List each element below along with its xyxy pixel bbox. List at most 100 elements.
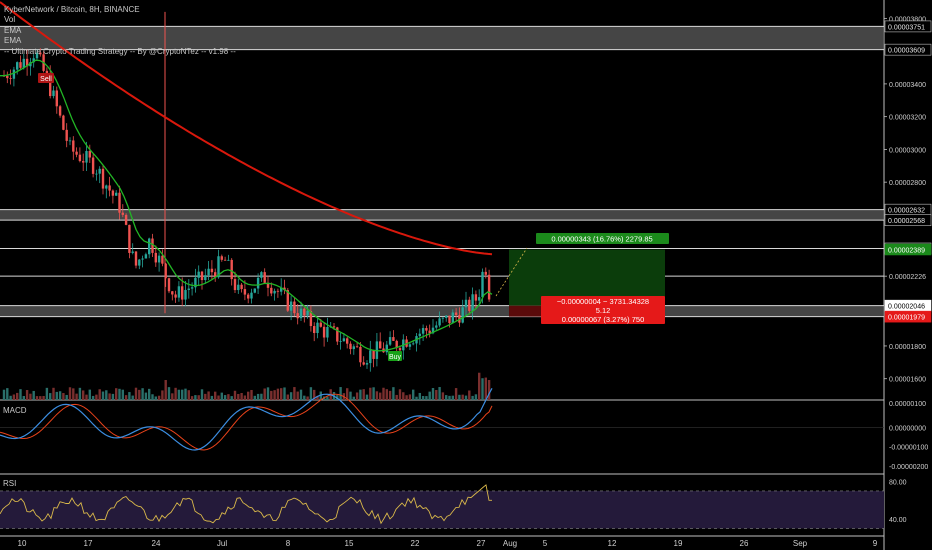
macd-pane-label: MACD [3, 406, 27, 415]
volume-bar [339, 387, 342, 400]
candle-body [184, 289, 187, 300]
candle-body [398, 348, 402, 351]
price-label-box [884, 243, 932, 256]
volume-bar [412, 389, 415, 400]
price-label-box [884, 43, 932, 56]
candle-body [425, 328, 428, 331]
sell-signal-badge [38, 73, 54, 83]
candle-body [441, 317, 445, 319]
price-tick-label: 0.00003200 [889, 115, 926, 122]
volume-bar [124, 395, 128, 400]
price-tick-label: 0.00001600 [889, 377, 926, 384]
candle-body [260, 272, 263, 278]
buy-signal-label: Buy [389, 354, 402, 361]
volume-bar [151, 394, 154, 400]
candle-body [412, 343, 415, 345]
volume-bar [270, 390, 273, 400]
volume-bar [49, 393, 52, 400]
price-tick-label: 0.00001800 [889, 344, 926, 351]
profit-label: 0.00000343 (16.76%) 2279.85 [551, 235, 652, 244]
volume-bar [286, 394, 289, 400]
candle-body [210, 268, 214, 273]
candle-body [306, 310, 309, 316]
volume-bar [405, 395, 408, 400]
volume-bar [171, 393, 174, 400]
volume-bar [306, 396, 309, 400]
volume-bar [16, 392, 19, 400]
time-tick-label: 26 [740, 539, 749, 548]
volume-bar [260, 393, 263, 400]
candle-body [369, 350, 372, 364]
volume-bar [164, 380, 167, 400]
volume-bar [181, 389, 184, 400]
candle-body [468, 299, 471, 311]
candle-body [128, 224, 131, 253]
candle-body [253, 288, 256, 293]
candle-body [141, 258, 144, 260]
candle-body [484, 271, 487, 275]
candle-body [270, 287, 273, 294]
candle-body [359, 346, 362, 363]
candle-body [342, 338, 346, 342]
candle-body [217, 256, 220, 278]
volume-bar [237, 393, 240, 400]
volume-bar [98, 389, 101, 400]
candle-body [263, 272, 266, 283]
price-label-box [884, 20, 932, 33]
candle-body [154, 252, 157, 263]
volume-bar [481, 378, 484, 400]
candle-body [303, 308, 306, 316]
candle-body [332, 326, 336, 328]
candle-body [118, 192, 121, 213]
candle-body [167, 278, 171, 292]
volume-bar [253, 395, 256, 400]
volume-bar [190, 396, 194, 400]
volume-bar [177, 389, 181, 400]
time-tick-label: 19 [674, 539, 683, 548]
ema-fast-line [0, 59, 493, 352]
candle-body [247, 294, 250, 299]
volume-bars [2, 372, 491, 400]
volume-bar [75, 393, 78, 400]
volume-bar [167, 387, 171, 400]
price-label: 0.00001979 [888, 315, 925, 322]
candle-body [451, 312, 454, 324]
volume-bar [359, 389, 362, 400]
volume-bar [220, 392, 223, 400]
candle-body [161, 255, 164, 264]
volume-bar [283, 387, 286, 400]
time-tick-label: 22 [411, 539, 420, 548]
time-tick-label: Sep [793, 539, 808, 548]
volume-bar [108, 393, 111, 400]
time-tick-label: Jul [217, 539, 227, 548]
volume-bar [448, 395, 451, 400]
price-tick-label: 0.00003400 [889, 82, 926, 89]
candle-body [35, 52, 39, 59]
candle-body [177, 286, 181, 298]
volume-bar [111, 393, 115, 400]
volume-bar [141, 388, 144, 400]
volume-bar [375, 391, 379, 400]
candle-body [233, 279, 237, 291]
sell-signal-label: Sell [40, 76, 52, 83]
candle-body [108, 185, 111, 191]
candle-body [190, 287, 194, 289]
volume-bar [157, 395, 161, 400]
volume-bar [131, 395, 134, 400]
time-tick-label: 9 [873, 539, 878, 548]
volume-bar [435, 389, 438, 400]
candle-body [349, 343, 352, 350]
loss-label-bg [541, 296, 665, 324]
volume-bar [415, 396, 418, 400]
candle-body [266, 282, 270, 288]
volume-bar [161, 390, 164, 400]
volume-bar [240, 392, 243, 400]
volume-bar [266, 387, 270, 400]
candle-body [207, 268, 210, 276]
volume-bar [39, 396, 42, 400]
candle-body [283, 287, 286, 291]
volume-bar [25, 390, 29, 400]
